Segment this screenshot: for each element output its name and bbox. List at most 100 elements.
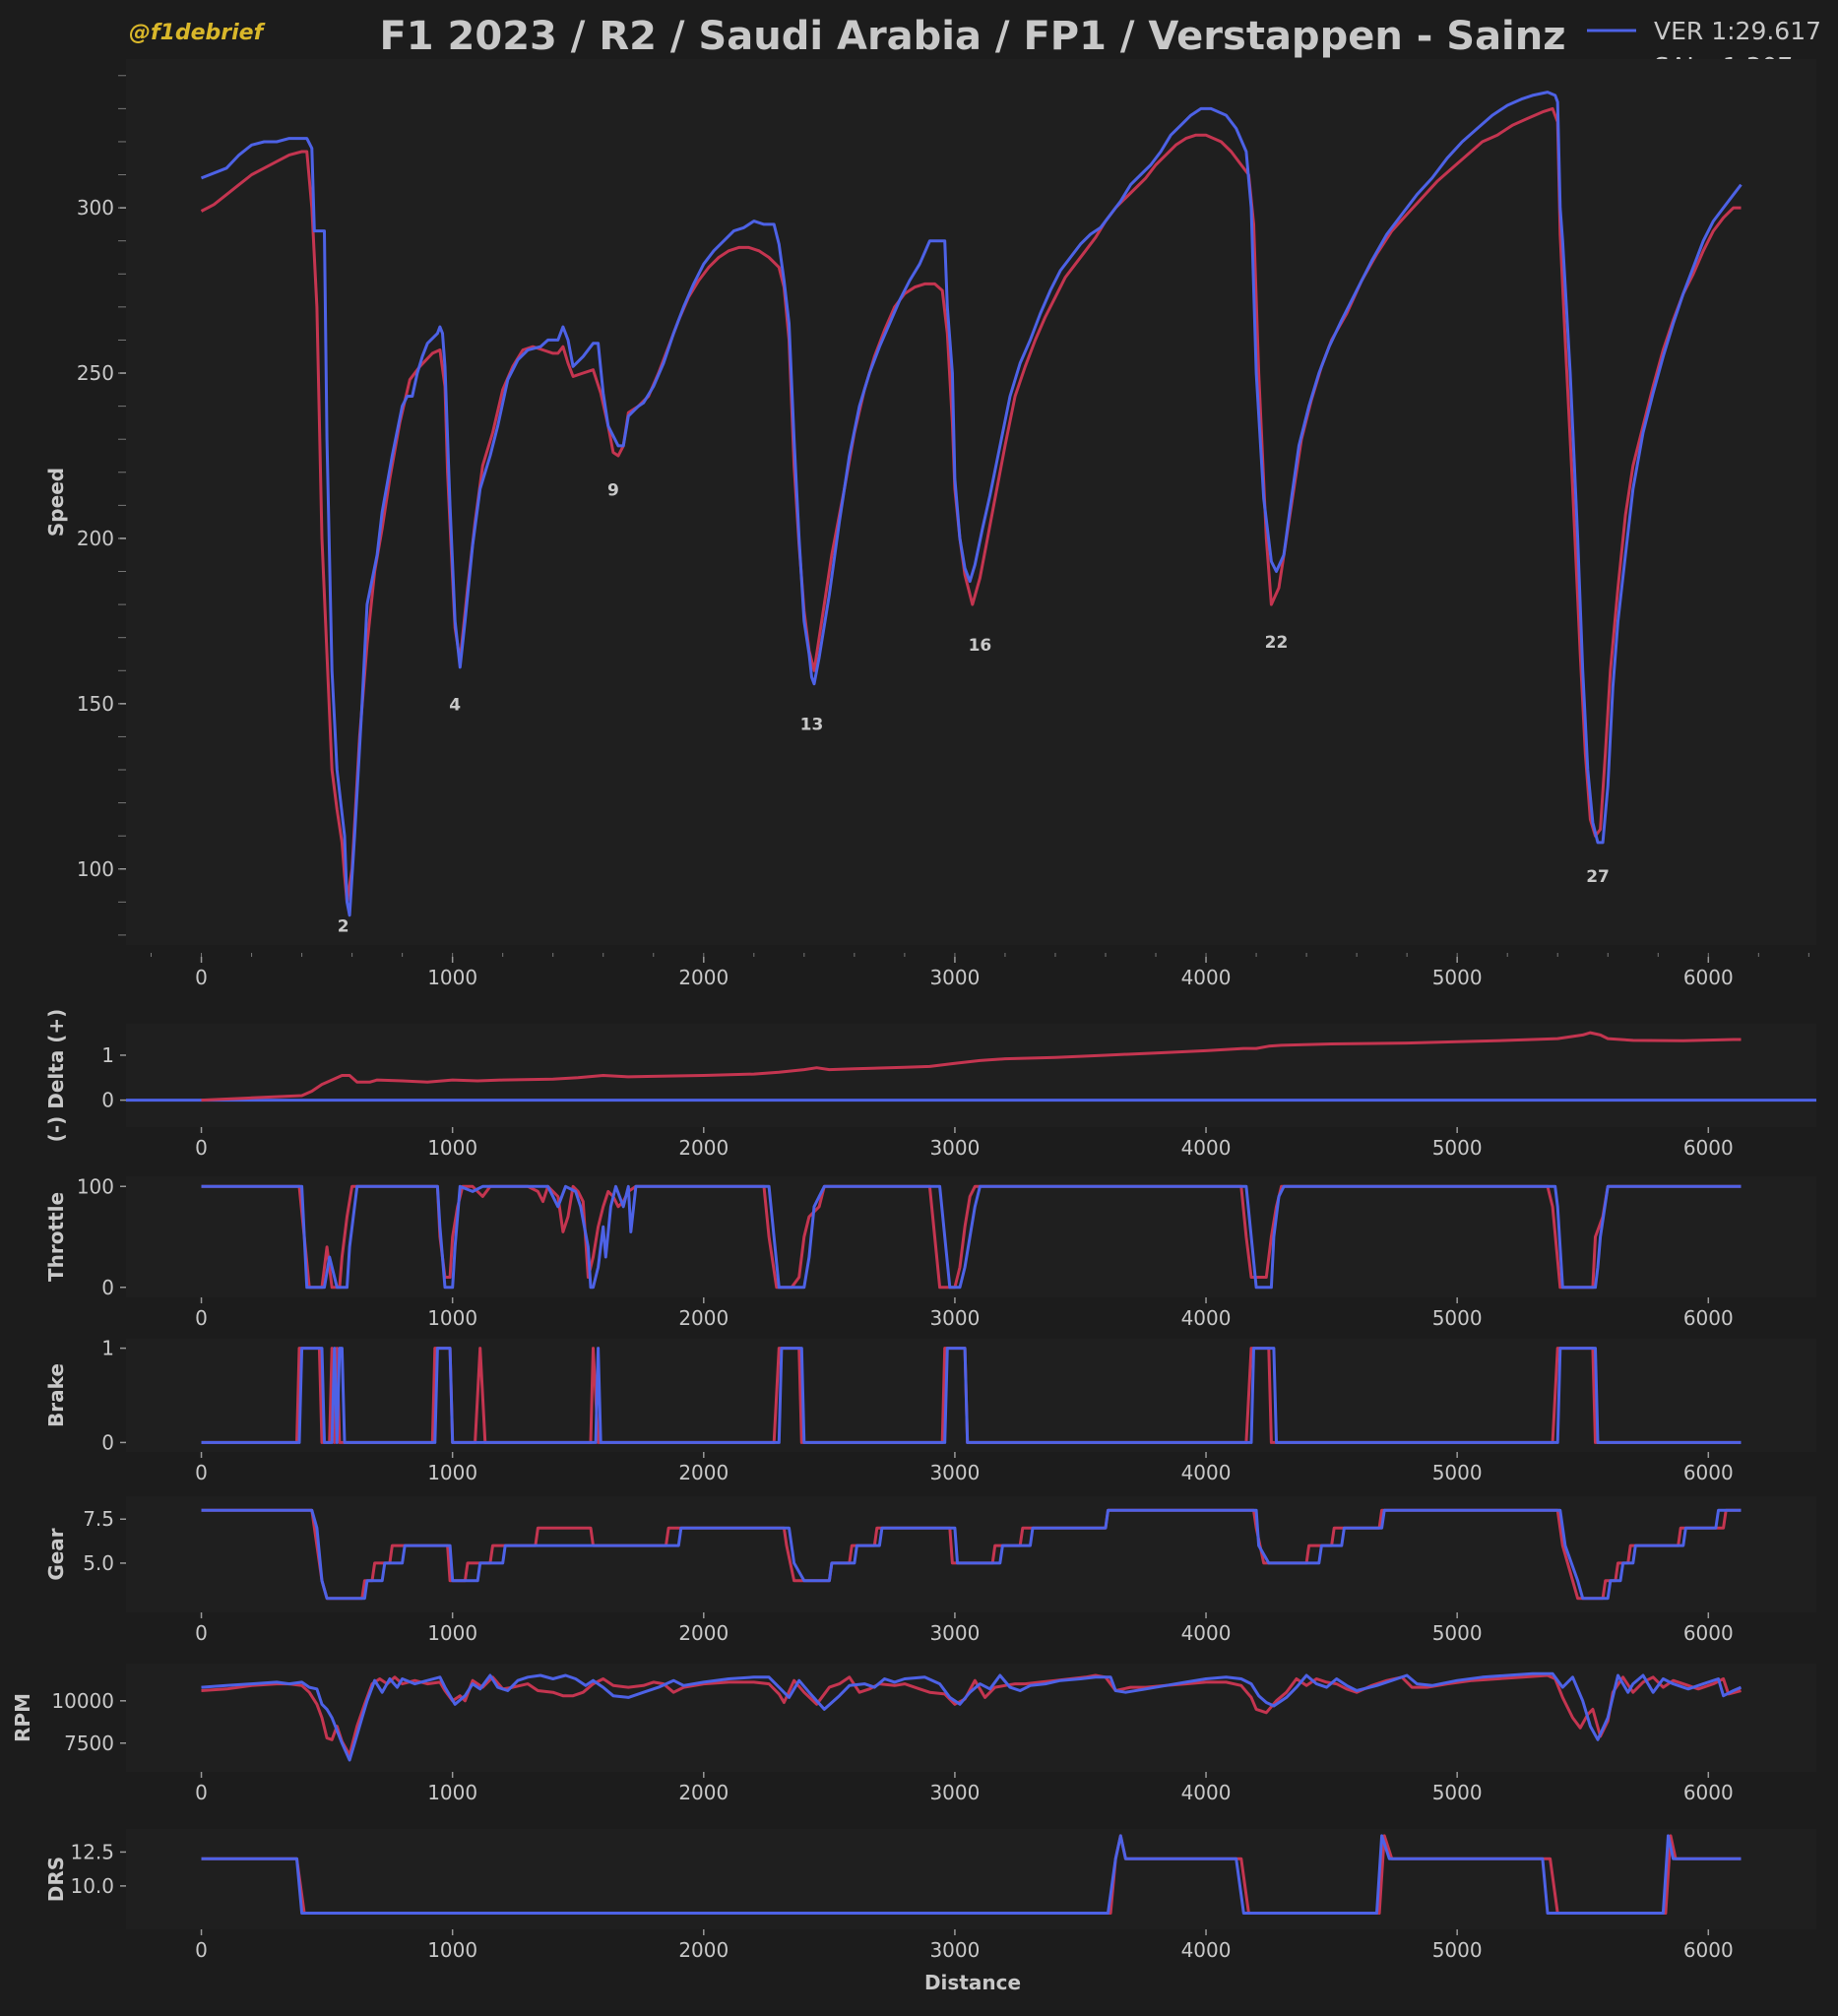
x-tick-label: 6000	[1683, 1938, 1734, 1962]
x-axis-label: Distance	[924, 1971, 1021, 1994]
y-axis-label-rpm: RPM	[11, 1693, 34, 1742]
y-axis-label-throttle: Throttle	[44, 1192, 68, 1282]
x-tick-label: 2000	[678, 1306, 729, 1330]
corner-label: 27	[1586, 867, 1610, 887]
x-tick-label: 0	[195, 1938, 208, 1962]
x-tick-label: 0	[195, 966, 208, 989]
y-tick-label: 1	[101, 1043, 114, 1067]
x-tick-label: 5000	[1432, 966, 1483, 989]
panel-background-speed	[126, 59, 1816, 945]
x-tick-label: 4000	[1181, 1938, 1232, 1962]
x-tick-label: 4000	[1181, 1781, 1232, 1804]
panel-background-brake	[126, 1339, 1816, 1452]
y-tick-label: 100	[77, 1174, 114, 1198]
y-tick-label: 12.5	[70, 1840, 114, 1863]
chart-title: F1 2023 / R2 / Saudi Arabia / FP1 / Vers…	[379, 14, 1565, 59]
panel-gear: 5.0 7.5 0 1000 2000 3000 4000 5000 6000 Gear	[44, 1496, 1816, 1645]
x-tick-label: 4000	[1181, 1461, 1232, 1484]
y-tick-label: 250	[77, 361, 114, 385]
panel-background-delta	[126, 1024, 1816, 1127]
x-tick-label: 0	[195, 1621, 208, 1645]
y-tick-label: 7.5	[83, 1507, 114, 1531]
corner-label: 16	[969, 636, 992, 656]
series-line-sai-speed	[200, 106, 1742, 904]
x-tick-label: 2000	[678, 1938, 729, 1962]
y-tick-label: 0	[101, 1089, 114, 1112]
corner-label: 4	[449, 696, 461, 716]
y-axis-label-drs: DRS	[44, 1857, 68, 1902]
x-tick-label: 6000	[1683, 1461, 1734, 1484]
y-tick-label: 10.0	[70, 1874, 114, 1898]
corner-label: 9	[607, 480, 619, 500]
x-tick-label: 5000	[1432, 1938, 1483, 1962]
series-line-ver-brake	[201, 1347, 1742, 1444]
x-tick-label: 0	[195, 1461, 208, 1484]
x-tick-label: 1000	[427, 966, 477, 989]
series-line-ver-drs	[201, 1834, 1742, 1915]
y-tick-label: 1	[101, 1337, 114, 1360]
panel-drs: 10.0 12.5 0 1000 2000 3000 4000 5000 6000 DRS	[44, 1829, 1816, 1962]
y-tick-label: 300	[77, 196, 114, 220]
x-tick-label: 2000	[678, 1621, 729, 1645]
x-tick-label: 3000	[929, 1938, 980, 1962]
y-tick-label: 200	[77, 527, 114, 550]
y-axis-label-gear: Gear	[44, 1528, 68, 1580]
x-tick-label: 4000	[1181, 1306, 1232, 1330]
x-tick-label: 4000	[1181, 1621, 1232, 1645]
x-tick-label: 5000	[1432, 1306, 1483, 1330]
x-tick-label: 0	[195, 1136, 208, 1160]
x-tick-label: 3000	[929, 1781, 980, 1804]
x-tick-label: 1000	[427, 1306, 477, 1330]
y-axis-label-brake: Brake	[44, 1363, 68, 1427]
y-tick-label: 150	[77, 692, 114, 716]
x-tick-label: 2000	[678, 1461, 729, 1484]
x-tick-label: 5000	[1432, 1781, 1483, 1804]
x-tick-label: 2000	[678, 1781, 729, 1804]
x-tick-label: 2000	[678, 966, 729, 989]
corner-label: 22	[1265, 633, 1289, 653]
y-axis-label-delta: (-) Delta (+)	[44, 1009, 68, 1143]
x-tick-label: 1000	[427, 1461, 477, 1484]
author-handle: @f1debrief	[129, 21, 266, 45]
y-tick-label: 10000	[51, 1689, 114, 1713]
x-tick-label: 6000	[1683, 1136, 1734, 1160]
x-tick-label: 0	[195, 1306, 208, 1330]
x-tick-label: 3000	[929, 966, 980, 989]
y-tick-label: 0	[101, 1430, 114, 1454]
x-tick-label: 5000	[1432, 1136, 1483, 1160]
x-tick-label: 5000	[1432, 1461, 1483, 1484]
series-line-sai-delta	[201, 1031, 1742, 1102]
y-axis-label-speed: Speed	[44, 468, 68, 536]
x-tick-label: 1000	[427, 1781, 477, 1804]
x-tick-label: 1000	[427, 1621, 477, 1645]
x-tick-label: 0	[195, 1781, 208, 1804]
corner-label: 2	[338, 917, 349, 937]
panel-delta: 0 1 0 1000 2000 3000 4000 5000 6000 (-) Delta (+)	[44, 1009, 1816, 1160]
corner-label: 13	[800, 716, 824, 735]
series-line-ver-gear	[201, 1508, 1742, 1601]
x-tick-label: 4000	[1181, 966, 1232, 989]
panel-background-gear	[126, 1496, 1816, 1612]
y-tick-label: 7500	[64, 1732, 114, 1755]
panel-rpm: 7500 10000 0 1000 2000 3000 4000 5000 6000 RPM	[11, 1664, 1816, 1804]
x-tick-label: 1000	[427, 1938, 477, 1962]
x-tick-label: 6000	[1683, 1306, 1734, 1330]
x-tick-label: 3000	[929, 1461, 980, 1484]
x-tick-label: 6000	[1683, 1621, 1734, 1645]
x-tick-label: 1000	[427, 1136, 477, 1160]
x-tick-label: 6000	[1683, 1781, 1734, 1804]
x-tick-label: 3000	[929, 1621, 980, 1645]
x-tick-label: 2000	[678, 1136, 729, 1160]
x-tick-label: 3000	[929, 1306, 980, 1330]
x-tick-label: 3000	[929, 1136, 980, 1160]
series-line-ver-throttle	[201, 1184, 1742, 1290]
series-line-ver-speed	[200, 91, 1743, 917]
series-line-sai-rpm	[201, 1673, 1742, 1757]
x-tick-label: 5000	[1432, 1621, 1483, 1645]
panel-brake: 0 1 0 1000 2000 3000 4000 5000 6000 Brake	[44, 1337, 1816, 1484]
x-tick-label: 6000	[1683, 966, 1734, 989]
